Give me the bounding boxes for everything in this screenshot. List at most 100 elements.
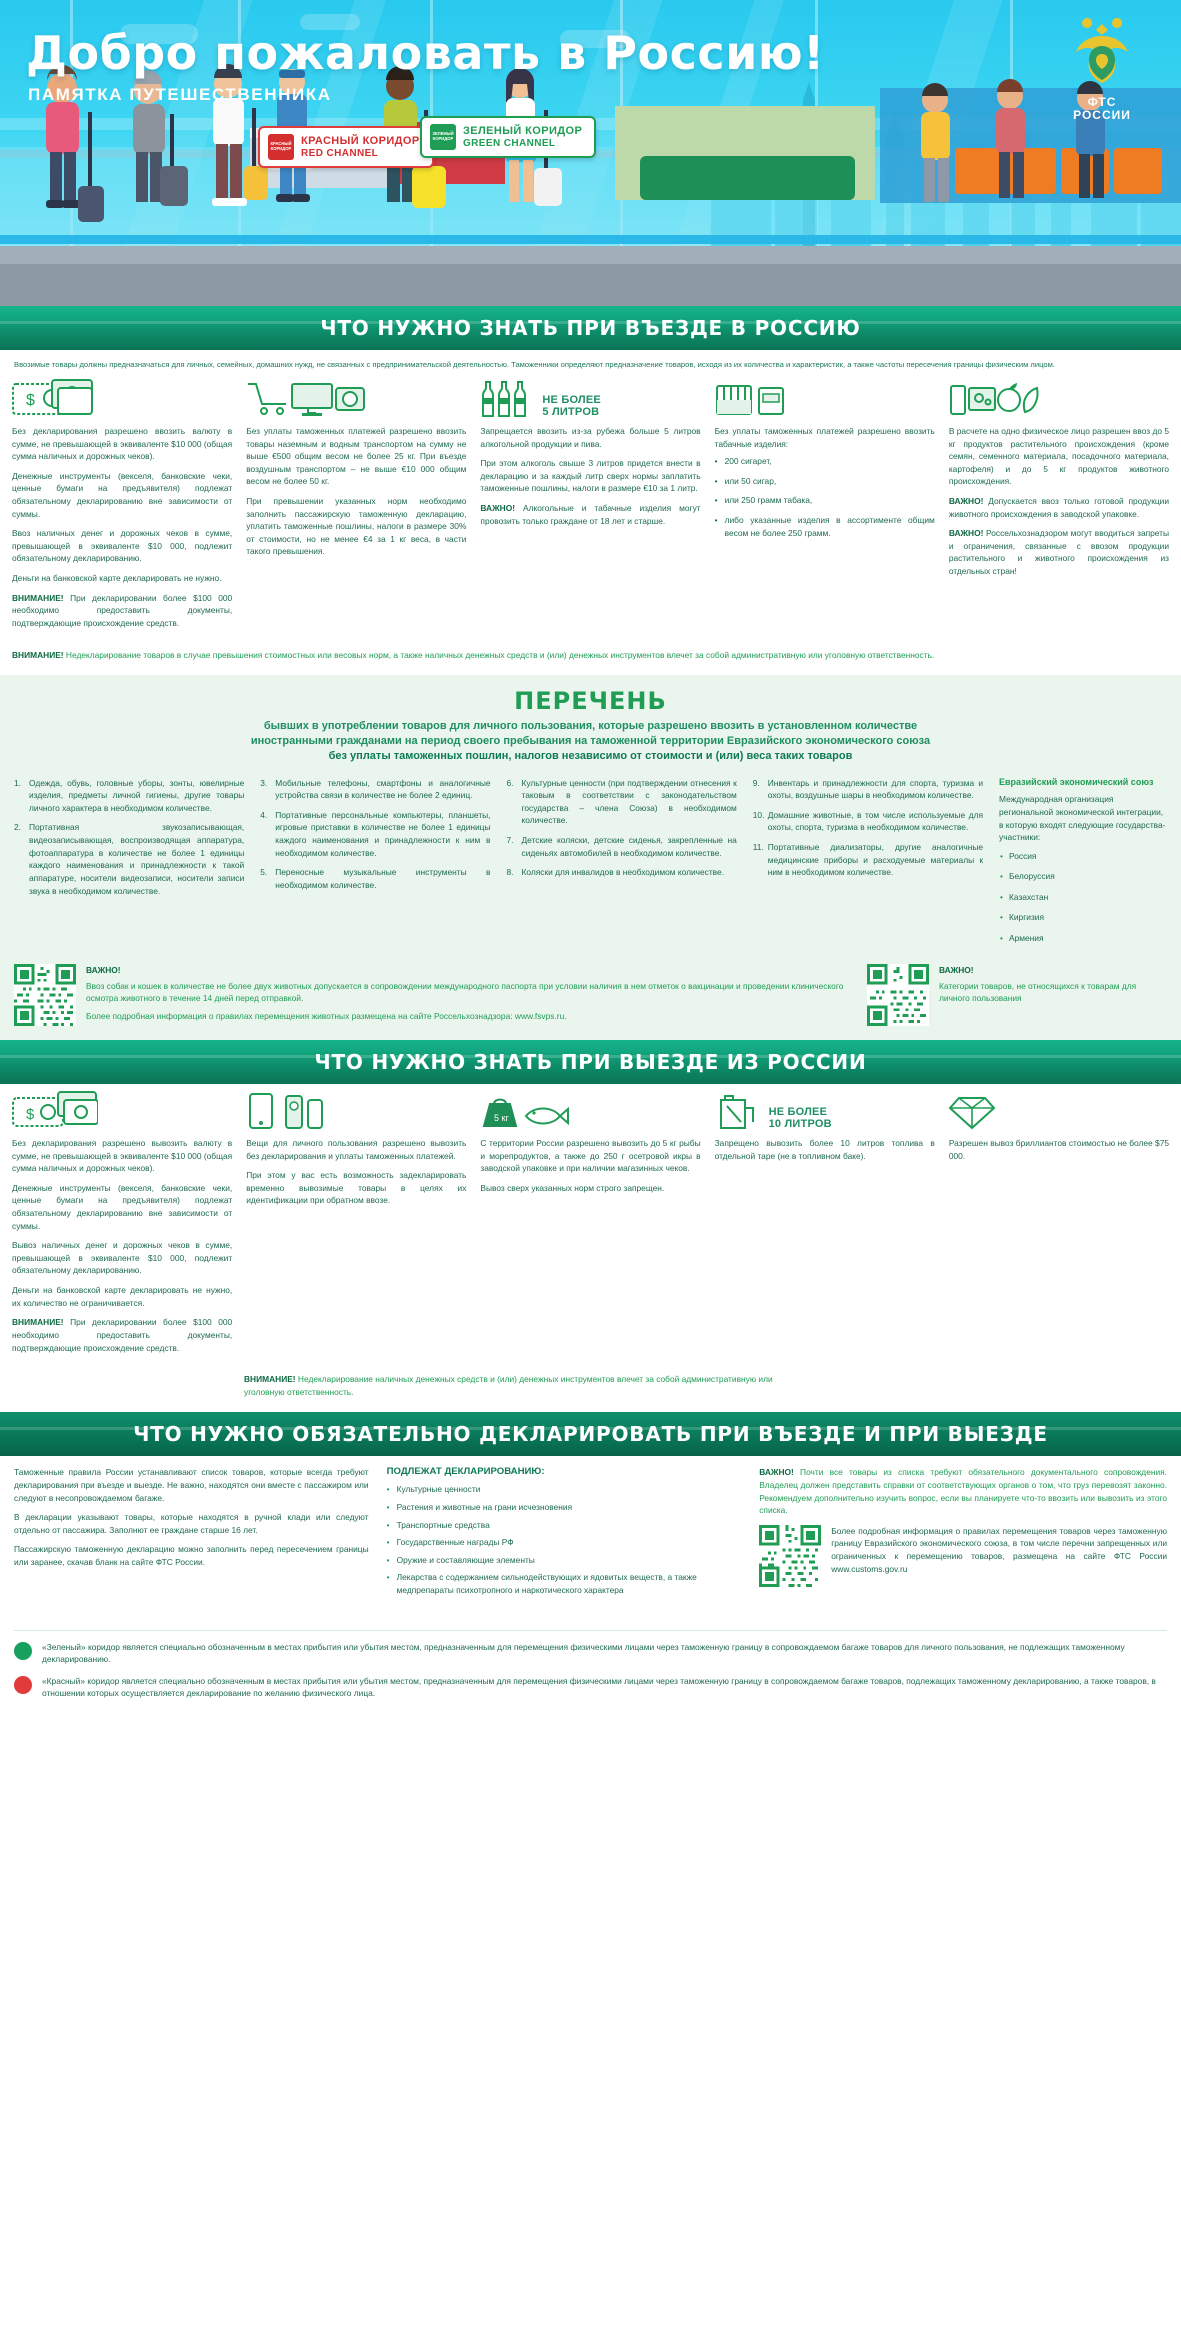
exit-bottom-warning: ВНИМАНИЕ! Недекларирование наличных дене… — [0, 1373, 1181, 1412]
perechen-list-col2: Мобильные телефоны, смартфоны и аналогич… — [260, 777, 490, 899]
declare-header-text: ЧТО НУЖНО ОБЯЗАТЕЛЬНО ДЕКЛАРИРОВАТЬ ПРИ … — [133, 1422, 1048, 1447]
eaeu-description: Международная организация региональной э… — [999, 794, 1166, 843]
entry-alcohol-p2: При этом алкоголь свыше 3 литров придетс… — [480, 458, 701, 494]
footer-green-text: «Зеленый» коридор является специально об… — [42, 1641, 1125, 1665]
categories-qr-p1: Категории товаров, не относящихся к това… — [939, 980, 1137, 1004]
perechen-lead: бывших в употреблении товаров для личног… — [14, 719, 1167, 765]
list-item: Портативные диализаторы, другие аналогич… — [753, 841, 983, 878]
declare-items-list: Культурные ценности Растения и животные … — [387, 1483, 742, 1596]
phone-devices-icon — [246, 1088, 466, 1130]
caviar-fish-icon: 5 кг — [480, 1088, 700, 1130]
animals-qr-label: ВАЖНО! — [86, 964, 121, 975]
exit-section-header: ЧТО НУЖНО ЗНАТЬ ПРИ ВЫЕЗДЕ ИЗ РОССИИ — [0, 1039, 1181, 1084]
red-channel-label-ru: КРАСНЫЙ КОРИДОР — [301, 135, 420, 148]
list-item: Одежда, обувь, головные уборы, зонты, юв… — [14, 777, 245, 813]
food-produce-icon — [949, 376, 1169, 418]
tobacco-item-1: или 50 сигар, — [724, 475, 777, 486]
entry-tobacco-list: • 200 сигарет, • или 50 сигар, • или 250 гр… — [715, 455, 935, 539]
entry-header-text: ЧТО НУЖНО ЗНАТЬ ПРИ ВЪЕЗДЕ В РОССИЮ — [320, 316, 861, 340]
exit-currency-p3: Вывоз наличных денег и дорожных чеков в … — [12, 1240, 233, 1276]
entry-tobacco-p1: Без уплаты таможенных платежей разрешено… — [714, 426, 935, 449]
animals-qr-text: ВАЖНО! Ввоз собак и кошек в количестве н… — [86, 964, 853, 1026]
qr-code-categories-icon[interactable] — [867, 963, 929, 1026]
exit-column-diamonds: Разрешен вывоз бриллиантов стоимостью не… — [948, 1088, 1170, 1169]
money-banknotes-icon: $ — [12, 376, 232, 418]
entry-food-warning-2: ВАЖНО! Россельхознадзором могут вводитьс… — [949, 527, 1169, 577]
alcohol-limit-caption: НЕ БОЛЕЕ 5 ЛИТРОВ — [542, 394, 601, 418]
entry-food-p1: В расчете на одно физическое лицо разреш… — [948, 426, 1170, 487]
exit-personal-p2: При этом у вас есть возможность задеклар… — [246, 1170, 467, 1206]
declare-column-important: ВАЖНО! Почти все товары из списка требую… — [759, 1466, 1167, 1587]
list-item: Культурные ценности (при подтверждении о… — [507, 777, 737, 826]
exit-currency-warning: ВНИМАНИЕ! При декларировании более $100 … — [12, 1316, 232, 1354]
exit-currency-warning-text: При декларировании более $100 000 необхо… — [12, 1317, 233, 1353]
exit-column-personal-items: Вещи для личного пользования разрешено в… — [246, 1088, 466, 1214]
eaeu-title: Евразийский экономический союз — [999, 776, 1154, 787]
declare-important-text: Почти все товары из списка требуют обяза… — [759, 1467, 1168, 1516]
exit-column-fuel: НЕ БОЛЕЕ 10 ЛИТРОВ Запрещено вывозить бо… — [715, 1088, 935, 1169]
categories-qr-text: ВАЖНО! Категории товаров, не относящихся… — [939, 964, 1167, 1026]
entry-food-warning-1-text: Допускается ввоз только готовой продукци… — [948, 496, 1170, 519]
qr-code-animals-icon[interactable] — [14, 963, 76, 1026]
green-channel-sign: ЗЕЛЕНЫЙ КОРИДОР ЗЕЛЕНЫЙ КОРИДОР GREEN CH… — [420, 116, 597, 158]
green-channel-chip: ЗЕЛЕНЫЙ КОРИДОР — [430, 124, 456, 150]
exit-bottom-warning-label: ВНИМАНИЕ! — [244, 1374, 296, 1385]
list-item: Россия — [999, 850, 1167, 864]
list-item: Армения — [999, 932, 1167, 946]
exit-header-text: ЧТО НУЖНО ЗНАТЬ ПРИ ВЫЕЗДЕ ИЗ РОССИИ — [314, 1049, 867, 1074]
entry-currency-warning: ВНИМАНИЕ! При декларировании более $100 … — [12, 592, 232, 630]
perechen-qr-row: ВАЖНО! Ввоз собак и кошек в количестве н… — [14, 963, 1167, 1026]
entry-food-warning-1-label: ВАЖНО! — [948, 496, 984, 507]
double-headed-eagle-icon — [1076, 18, 1128, 83]
entry-currency-warning-label: ВНИМАНИЕ! — [12, 592, 64, 603]
list-item: Оружие и составляющие элементы — [387, 1554, 742, 1567]
infographic-page: КРАСНЫЙ КОРИДОР КРАСНЫЙ КОРИДОР RED CHAN… — [0, 0, 1181, 1725]
tobacco-item-3: либо указанные изделия в ассортименте об… — [724, 515, 935, 538]
list-item: Казахстан — [999, 891, 1167, 905]
exit-currency-p4: Деньги на банковской карте декларировать… — [12, 1285, 233, 1308]
shopping-cart-electronics-icon — [246, 376, 466, 418]
entry-columns: $ Без декларирования разрешено ввозить в… — [0, 374, 1181, 649]
diamond-icon — [948, 1088, 1169, 1130]
footer-divider — [14, 1629, 1167, 1631]
entry-intro-text: Ввозимые товары должны предназначаться д… — [14, 360, 1055, 369]
list-item: Государственные награды РФ — [387, 1536, 742, 1549]
entry-bottom-warning: ВНИМАНИЕ! Недекларирование товаров в слу… — [0, 649, 980, 676]
entry-currency-p4: Деньги на банковской карте декларировать… — [12, 573, 222, 584]
fts-logo-line2: РОССИИ — [1073, 107, 1131, 122]
list-item: Растения и животные на грани исчезновени… — [387, 1501, 742, 1514]
list-item: Инвентарь и принадлежности для спорта, т… — [753, 777, 983, 801]
categories-qr-block[interactable]: ВАЖНО! Категории товаров, не относящихся… — [867, 963, 1167, 1026]
declare-important: ВАЖНО! Почти все товары из списка требую… — [759, 1466, 1167, 1516]
entry-column-food: В расчете на одно физическое лицо разреш… — [949, 376, 1169, 585]
perechen-list-col1: Одежда, обувь, головные уборы, зонты, юв… — [14, 777, 244, 904]
exit-fuel-p1: Запрещено вывозить более 10 литров топли… — [714, 1137, 935, 1161]
fts-logo-line1: ФТС — [1087, 95, 1117, 109]
terminal-floor — [0, 246, 1181, 306]
animals-qr-block[interactable]: ВАЖНО! Ввоз собак и кошек в количестве н… — [14, 963, 853, 1026]
list-item: Киргизия — [999, 911, 1167, 925]
green-dot-icon — [14, 1641, 32, 1660]
entry-goods-p1: Без уплаты таможенных платежей разрешено… — [246, 426, 467, 487]
perechen-lead-line2: иностранными гражданами на период своего… — [250, 735, 931, 748]
customs-qr-block[interactable]: Более подробная информация о правилах пе… — [759, 1524, 1167, 1587]
qr-code-customs-icon[interactable] — [759, 1524, 822, 1587]
fuel-caption-line1: НЕ БОЛЕЕ — [768, 1105, 828, 1118]
list-item: • или 50 сигар, — [714, 475, 777, 486]
perechen-list-col4: Инвентарь и принадлежности для спорта, т… — [753, 777, 983, 886]
alcohol-caption-line1: НЕ БОЛЕЕ — [542, 393, 601, 406]
svg-text:$: $ — [26, 1106, 35, 1123]
entry-alcohol-p1: Запрещается ввозить из-за рубежа больше … — [480, 426, 701, 449]
exit-bottom-warning-text: Недекларирование наличных денежных средс… — [244, 1374, 773, 1397]
entry-column-goods: Без уплаты таможенных платежей разрешено… — [246, 376, 466, 565]
list-item: Мобильные телефоны, смартфоны и аналогич… — [260, 777, 491, 801]
list-item: Культурные ценности — [387, 1483, 742, 1496]
entry-currency-p1: Без декларирования разрешено ввозить вал… — [12, 426, 233, 462]
list-item: • либо указанные изделия в ассортименте о… — [714, 515, 935, 538]
list-item: Белоруссия — [999, 870, 1167, 884]
entry-food-warning-2-text: Россельхознадзором могут вводиться запре… — [948, 528, 1170, 577]
exit-diamonds-p1: Разрешен вывоз бриллиантов стоимостью не… — [948, 1137, 1170, 1161]
perechen-lead-line1: бывших в употреблении товаров для личног… — [263, 720, 918, 733]
fuel-limit-caption: НЕ БОЛЕЕ 10 ЛИТРОВ — [769, 1106, 832, 1130]
declare-section-header: ЧТО НУЖНО ОБЯЗАТЕЛЬНО ДЕКЛАРИРОВАТЬ ПРИ … — [0, 1412, 1181, 1457]
